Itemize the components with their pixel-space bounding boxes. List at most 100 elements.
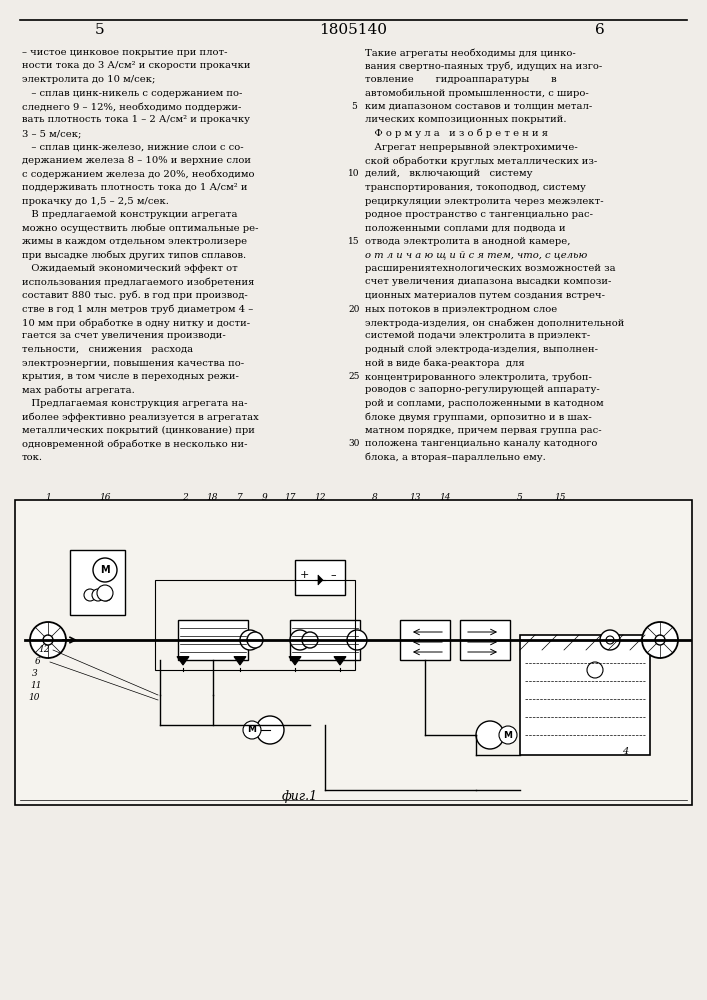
Text: крытия, в том числе в переходных режи-: крытия, в том числе в переходных режи- <box>22 372 239 381</box>
Text: 14: 14 <box>439 493 451 502</box>
Text: стве в год 1 млн метров труб диаметром 4 –: стве в год 1 млн метров труб диаметром 4… <box>22 304 253 314</box>
Polygon shape <box>234 657 246 665</box>
Text: 12: 12 <box>38 646 49 654</box>
Text: ким диапазоном составов и толщин метал-: ким диапазоном составов и толщин метал- <box>365 102 592 111</box>
Text: с содержанием железа до 20%, необходимо: с содержанием железа до 20%, необходимо <box>22 169 255 179</box>
Text: лических композиционных покрытий.: лических композиционных покрытий. <box>365 115 566 124</box>
Text: при высадке любых других типов сплавов.: при высадке любых других типов сплавов. <box>22 250 246 260</box>
Text: 5: 5 <box>351 102 357 111</box>
Text: жимы в каждом отдельном электролизере: жимы в каждом отдельном электролизере <box>22 237 247 246</box>
Text: – сплав цинк-никель с содержанием по-: – сплав цинк-никель с содержанием по- <box>22 89 243 98</box>
Text: фиг.1: фиг.1 <box>282 790 318 803</box>
Text: положенными соплами для подвода и: положенными соплами для подвода и <box>365 224 566 232</box>
Polygon shape <box>289 657 301 665</box>
Text: – сплав цинк-железо, нижние слои с со-: – сплав цинк-железо, нижние слои с со- <box>22 142 244 151</box>
Bar <box>15 500 692 805</box>
Text: 10 мм при обработке в одну нитку и дости-: 10 мм при обработке в одну нитку и дости… <box>22 318 250 328</box>
Circle shape <box>247 632 263 648</box>
Text: блока, а вторая–параллельно ему.: блока, а вторая–параллельно ему. <box>365 453 546 462</box>
Text: прокачку до 1,5 – 2,5 м/сек.: прокачку до 1,5 – 2,5 м/сек. <box>22 196 169 206</box>
Text: держанием железа 8 – 10% и верхние слои: держанием железа 8 – 10% и верхние слои <box>22 156 251 165</box>
Text: вать плотность тока 1 – 2 А/см² и прокачку: вать плотность тока 1 – 2 А/см² и прокач… <box>22 115 250 124</box>
Text: 17: 17 <box>284 493 296 502</box>
Text: – чистое цинковое покрытие при плот-: – чистое цинковое покрытие при плот- <box>22 48 228 57</box>
Text: +: + <box>300 570 310 580</box>
Text: использования предлагаемого изобретения: использования предлагаемого изобретения <box>22 277 255 287</box>
Text: матном порядке, причем первая группа рас-: матном порядке, причем первая группа рас… <box>365 426 602 435</box>
Text: Ф о р м у л а   и з о б р е т е н и я: Ф о р м у л а и з о б р е т е н и я <box>365 129 548 138</box>
Text: ток.: ток. <box>22 453 43 462</box>
Text: родное пространство с тангенциально рас-: родное пространство с тангенциально рас- <box>365 210 593 219</box>
Text: 20: 20 <box>349 304 360 314</box>
Text: 13: 13 <box>409 493 421 502</box>
Text: следнего 9 – 12%, необходимо поддержи-: следнего 9 – 12%, необходимо поддержи- <box>22 102 241 111</box>
Text: 7: 7 <box>237 493 243 502</box>
Text: блоке двумя группами, орпозитно и в шах-: блоке двумя группами, орпозитно и в шах- <box>365 412 592 422</box>
Bar <box>400 620 450 660</box>
Text: ционных материалов путем создания встреч-: ционных материалов путем создания встреч… <box>365 291 605 300</box>
Circle shape <box>92 589 104 601</box>
Text: составит 880 тыс. руб. в год при производ-: составит 880 тыс. руб. в год при произво… <box>22 291 247 300</box>
Text: родный слой электрода-изделия, выполнен-: родный слой электрода-изделия, выполнен- <box>365 345 598 354</box>
Text: Такие агрегаты необходимы для цинко-: Такие агрегаты необходимы для цинко- <box>365 48 575 57</box>
Text: 6: 6 <box>35 658 41 666</box>
Circle shape <box>97 585 113 601</box>
Text: системой подачи электролита в приэлект-: системой подачи электролита в приэлект- <box>365 332 590 340</box>
Text: 16: 16 <box>99 493 111 502</box>
Text: поддерживать плотность тока до 1 А/см² и: поддерживать плотность тока до 1 А/см² и <box>22 183 247 192</box>
Bar <box>70 550 125 615</box>
Text: M: M <box>100 565 110 575</box>
Text: рециркуляции электролита через межэлект-: рециркуляции электролита через межэлект- <box>365 196 604 206</box>
Text: 1805140: 1805140 <box>319 23 387 37</box>
Text: В предлагаемой конструкции агрегата: В предлагаемой конструкции агрегата <box>22 210 238 219</box>
Text: 12: 12 <box>314 493 326 502</box>
Text: ных потоков в приэлектродном слое: ных потоков в приэлектродном слое <box>365 304 557 314</box>
Text: Агрегат непрерывной электрохимиче-: Агрегат непрерывной электрохимиче- <box>365 142 578 151</box>
Text: мах работы агрегата.: мах работы агрегата. <box>22 385 138 395</box>
Text: ности тока до 3 А/см² и скорости прокачки: ности тока до 3 А/см² и скорости прокачк… <box>22 62 250 70</box>
Polygon shape <box>334 657 346 665</box>
Text: Ожидаемый экономический эффект от: Ожидаемый экономический эффект от <box>22 264 238 273</box>
Text: 25: 25 <box>349 372 360 381</box>
Text: Предлагаемая конструкция агрегата на-: Предлагаемая конструкция агрегата на- <box>22 399 247 408</box>
Circle shape <box>587 662 603 678</box>
Circle shape <box>499 726 517 744</box>
Circle shape <box>290 630 310 650</box>
Text: товление       гидроаппаратуры       в: товление гидроаппаратуры в <box>365 75 556 84</box>
Text: рой и соплами, расположенными в катодном: рой и соплами, расположенными в катодном <box>365 399 604 408</box>
Text: электрода-изделия, он снабжен дополнительной: электрода-изделия, он снабжен дополнител… <box>365 318 624 328</box>
Text: ной в виде бака-реактора  для: ной в виде бака-реактора для <box>365 359 525 368</box>
Circle shape <box>655 635 665 645</box>
Text: положена тангенциально каналу катодного: положена тангенциально каналу катодного <box>365 440 597 448</box>
Text: 9: 9 <box>262 493 268 502</box>
Text: можно осуществить любые оптимальные ре-: можно осуществить любые оптимальные ре- <box>22 224 259 233</box>
Text: 30: 30 <box>349 440 360 448</box>
Text: 11: 11 <box>30 682 42 690</box>
Text: 5: 5 <box>95 23 105 37</box>
Text: расширениятехнологических возможностей за: расширениятехнологических возможностей з… <box>365 264 616 273</box>
Circle shape <box>93 558 117 582</box>
Text: ской обработки круглых металлических из-: ской обработки круглых металлических из- <box>365 156 597 165</box>
Text: металлических покрытий (цинкование) при: металлических покрытий (цинкование) при <box>22 426 255 435</box>
Text: 4: 4 <box>622 748 628 756</box>
Text: 3: 3 <box>32 670 37 678</box>
Circle shape <box>43 635 53 645</box>
Text: вания свертно-паяных труб, идущих на изго-: вания свертно-паяных труб, идущих на изг… <box>365 62 602 71</box>
Text: 18: 18 <box>206 493 218 502</box>
Polygon shape <box>318 575 323 585</box>
Text: гается за счет увеличения производи-: гается за счет увеличения производи- <box>22 332 226 340</box>
Circle shape <box>600 630 620 650</box>
Text: 8: 8 <box>372 493 378 502</box>
Bar <box>460 620 510 660</box>
Text: тельности,   снижения   расхода: тельности, снижения расхода <box>22 345 193 354</box>
Circle shape <box>642 622 678 658</box>
Text: 3 – 5 м/сек;: 3 – 5 м/сек; <box>22 129 81 138</box>
Text: концентрированного электролита, трубоп-: концентрированного электролита, трубоп- <box>365 372 592 381</box>
Text: 15: 15 <box>554 493 566 502</box>
Polygon shape <box>177 657 189 665</box>
Text: электролита до 10 м/сек;: электролита до 10 м/сек; <box>22 75 156 84</box>
Bar <box>295 560 345 595</box>
Text: –: – <box>330 570 336 580</box>
Text: 10: 10 <box>28 694 40 702</box>
Circle shape <box>100 589 112 601</box>
